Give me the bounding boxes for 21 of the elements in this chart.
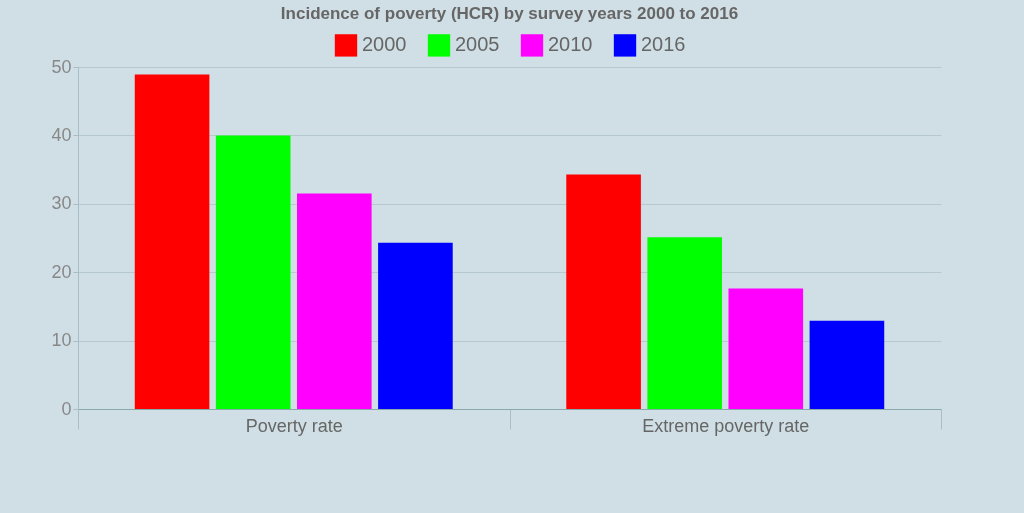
y-tick-label: 50 <box>51 56 72 77</box>
y-tick-label: 20 <box>51 261 72 282</box>
x-tick-label: Poverty rate <box>245 415 343 436</box>
y-tick-label: 30 <box>51 193 72 214</box>
bar <box>809 320 885 409</box>
bar <box>378 242 453 409</box>
legend-label: 2005 <box>455 33 500 56</box>
y-tick-label: 40 <box>51 124 72 145</box>
bar <box>215 135 291 409</box>
y-tick-label: 0 <box>61 398 72 419</box>
bar <box>296 193 372 409</box>
legend-label: 2016 <box>641 33 686 56</box>
legend-label: 2000 <box>362 33 407 56</box>
chart-title: Incidence of poverty (HCR) by survey years 2000 to 2016 <box>280 4 739 23</box>
bar <box>647 237 723 409</box>
y-tick-label: 10 <box>51 330 72 351</box>
bar <box>566 174 641 409</box>
bar <box>134 74 210 409</box>
legend-label: 2010 <box>548 33 593 56</box>
bar <box>728 288 804 409</box>
x-tick-label: Extreme poverty rate <box>642 415 810 436</box>
